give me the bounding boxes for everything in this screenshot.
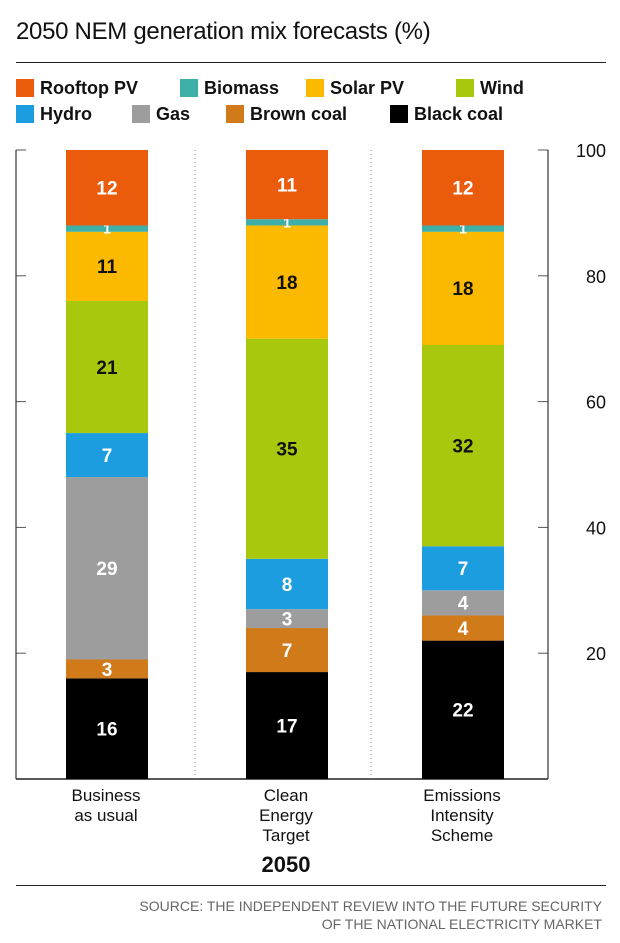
category-label-clean-energy-target: Clean Energy Target <box>259 786 313 845</box>
bar-value-label: 18 <box>452 279 473 300</box>
y-tick-label: 100 <box>576 141 606 161</box>
legend-label: Hydro <box>40 103 93 124</box>
bar-segment <box>66 659 148 679</box>
bar-segment <box>422 231 504 345</box>
bar-segment <box>422 590 504 616</box>
bar-value-label: 1 <box>103 221 111 237</box>
bar-value-label: 4 <box>458 619 469 640</box>
y-tick-label: 60 <box>586 393 606 413</box>
bar-value-label: 12 <box>452 179 473 200</box>
bar-value-label: 35 <box>276 440 298 461</box>
bar-value-label: 7 <box>458 559 469 580</box>
legend-item-biomass: Biomass <box>180 78 279 98</box>
bar-value-label: 1 <box>283 214 291 230</box>
bar-segment <box>66 678 148 779</box>
legend-item-wind: Wind <box>456 78 524 98</box>
y-tick-label: 20 <box>586 644 606 664</box>
bar-segment <box>246 219 328 226</box>
legend-swatch <box>226 105 244 123</box>
legend-label: Black coal <box>414 103 504 124</box>
legend-item-brown-coal: Brown coal <box>226 104 347 124</box>
bar-segment <box>66 150 148 226</box>
legend-label: Solar PV <box>330 77 405 98</box>
group-label-year: 2050 <box>261 852 311 877</box>
legend-label: Rooftop PV <box>40 77 138 98</box>
source-note: SOURCE: THE INDEPENDENT REVIEW INTO THE … <box>139 898 602 932</box>
category-label-emissions-intensity-scheme: Emissions Intensity Scheme <box>423 786 501 845</box>
bar-segment <box>246 225 328 339</box>
legend-swatch <box>390 105 408 123</box>
bar-value-label: 4 <box>458 594 469 615</box>
legend-item-solar-pv: Solar PV <box>306 78 404 98</box>
legend-item-gas: Gas <box>132 104 190 124</box>
bar-value-label: 3 <box>102 660 113 681</box>
chart-title: 2050 NEM generation mix forecasts (%) <box>16 18 431 45</box>
bar-value-label: 11 <box>277 175 298 196</box>
bar-value-label: 7 <box>282 641 293 662</box>
legend-swatch <box>16 79 34 97</box>
legend-label: Wind <box>480 77 524 98</box>
legend-swatch <box>16 105 34 123</box>
bar-value-label: 12 <box>96 179 117 200</box>
legend-item-rooftop-pv: Rooftop PV <box>16 78 138 98</box>
bar-segment <box>422 344 504 547</box>
bar-segment <box>422 546 504 591</box>
bar-segment <box>246 672 328 779</box>
bar-segment <box>66 225 148 232</box>
legend-swatch <box>180 79 198 97</box>
bar-segment <box>66 477 148 660</box>
bar-value-label: 21 <box>96 358 118 379</box>
bar-segment <box>66 300 148 434</box>
category-label-business-as-usual: Business as usual <box>71 786 141 825</box>
bar-segment <box>66 433 148 478</box>
bar-segment <box>246 628 328 673</box>
bar-value-label: 17 <box>276 716 297 737</box>
bar-segment <box>66 231 148 301</box>
title-rule <box>16 62 606 63</box>
source-rule <box>16 885 606 886</box>
bar-segment <box>246 558 328 610</box>
bar-segment <box>422 615 504 641</box>
bar-segment <box>422 225 504 232</box>
bar-value-label: 3 <box>282 609 293 630</box>
y-tick-label: 40 <box>586 518 606 538</box>
stacked-bar-chart: 2040608010016329721111121773835181112244… <box>15 141 606 780</box>
bar-value-label: 29 <box>96 559 117 580</box>
legend-label: Biomass <box>204 77 280 98</box>
legend-swatch <box>132 105 150 123</box>
legend-item-hydro: Hydro <box>16 104 92 124</box>
legend-label: Brown coal <box>250 103 348 124</box>
bar-segment <box>422 150 504 226</box>
bar-segment <box>246 609 328 629</box>
bar-segment <box>246 150 328 220</box>
legend-item-black-coal: Black coal <box>390 104 503 124</box>
bar-value-label: 1 <box>459 221 467 237</box>
bar-value-label: 11 <box>97 257 118 278</box>
bar-value-label: 8 <box>282 575 293 596</box>
bar-value-label: 18 <box>276 273 297 294</box>
bar-value-label: 7 <box>102 446 113 467</box>
y-tick-label: 80 <box>586 267 606 287</box>
legend-label: Gas <box>156 103 191 124</box>
bar-value-label: 16 <box>96 720 117 741</box>
bar-value-label: 22 <box>452 701 473 722</box>
legend-swatch <box>306 79 324 97</box>
legend-swatch <box>456 79 474 97</box>
bar-segment <box>422 640 504 779</box>
bar-value-label: 32 <box>452 436 473 457</box>
bar-segment <box>246 338 328 559</box>
